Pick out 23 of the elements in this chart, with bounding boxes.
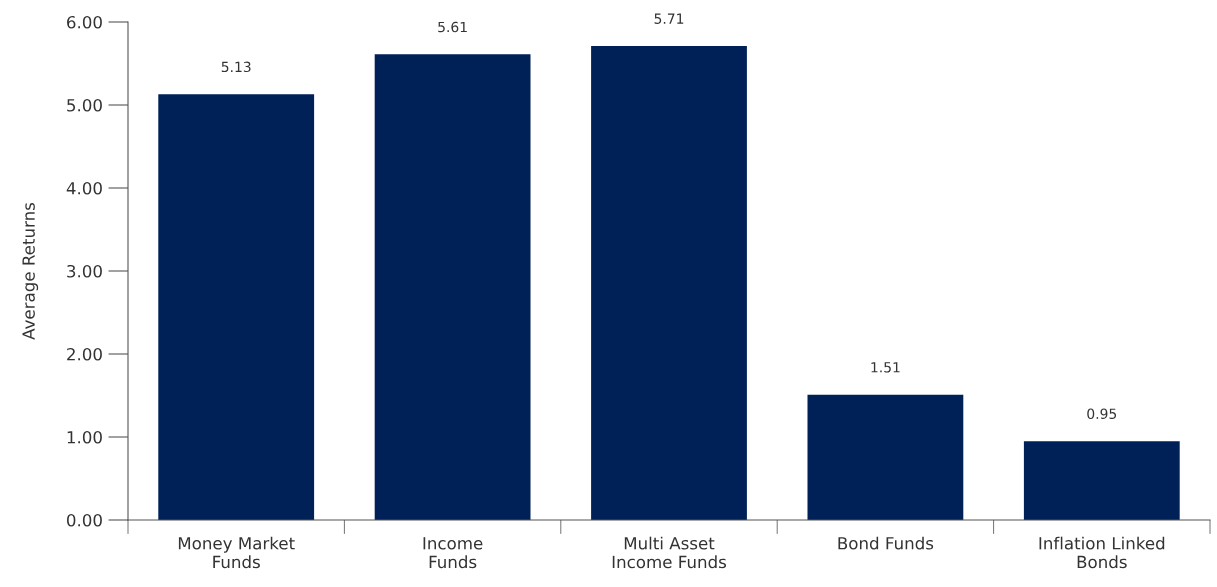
data-label: 5.13 — [221, 61, 251, 73]
y-tick-label: 4.00 — [66, 181, 102, 195]
y-tick-label: 5.00 — [67, 98, 102, 112]
bar — [374, 54, 531, 520]
x-tick-label: Multi Asset Income Funds — [612, 536, 727, 569]
x-tick-label: Bond Funds — [838, 536, 934, 550]
y-tick-label: 2.00 — [67, 347, 102, 361]
data-label: 5.71 — [654, 13, 684, 24]
bar — [1023, 441, 1180, 520]
x-tick-label: Money Market Funds — [178, 536, 295, 569]
bar — [158, 94, 315, 520]
y-tick-label: 1.00 — [67, 430, 102, 444]
data-label: 0.95 — [1087, 408, 1117, 420]
y-axis-title: Average Returns — [22, 202, 39, 340]
y-tick-label: 0.00 — [66, 513, 102, 527]
x-tick-label: Inflation Linked Bonds — [1039, 536, 1165, 569]
y-tick-label: 6.00 — [67, 15, 102, 29]
y-tick-label: 3.00 — [67, 264, 102, 278]
data-label: 5.61 — [438, 21, 467, 33]
x-tick-label: Income Funds — [423, 537, 483, 569]
bar — [807, 394, 964, 520]
data-label: 1.51 — [871, 362, 900, 373]
bar — [591, 46, 747, 520]
